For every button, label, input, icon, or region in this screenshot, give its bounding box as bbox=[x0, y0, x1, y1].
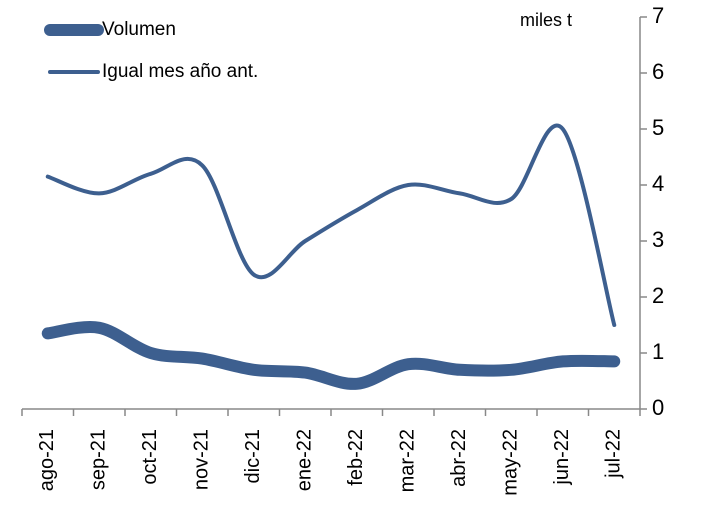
x-tick-label: oct-21 bbox=[139, 429, 161, 485]
y-tick-label: 5 bbox=[652, 115, 664, 140]
y-tick-label: 4 bbox=[652, 171, 664, 196]
y-tick-label: 1 bbox=[652, 339, 664, 364]
unit-label: miles t bbox=[520, 10, 572, 30]
legend-label: Igual mes año ant. bbox=[102, 61, 258, 82]
x-tick-label: may-22 bbox=[500, 429, 522, 496]
x-tick-label: ene-22 bbox=[294, 429, 316, 491]
y-tick-label: 0 bbox=[652, 395, 664, 420]
x-tick-label: feb-22 bbox=[345, 429, 367, 486]
series-line bbox=[41, 321, 621, 390]
x-tick-label: ago-21 bbox=[36, 429, 58, 491]
y-tick-label: 7 bbox=[652, 3, 664, 28]
x-tick-label: mar-22 bbox=[397, 429, 419, 492]
x-tick-label: jul-22 bbox=[603, 429, 625, 479]
legend-label: Volumen bbox=[102, 19, 176, 40]
x-tick-label: jun-22 bbox=[551, 429, 573, 486]
x-tick-label: sep-21 bbox=[88, 429, 110, 490]
y-tick-label: 2 bbox=[652, 283, 664, 308]
x-tick-label: nov-21 bbox=[191, 429, 213, 490]
x-tick-label: abr-22 bbox=[448, 429, 470, 487]
y-tick-label: 3 bbox=[652, 227, 664, 252]
y-tick-label: 6 bbox=[652, 59, 664, 84]
x-tick-label: dic-21 bbox=[242, 429, 264, 483]
series-line bbox=[45, 123, 617, 327]
